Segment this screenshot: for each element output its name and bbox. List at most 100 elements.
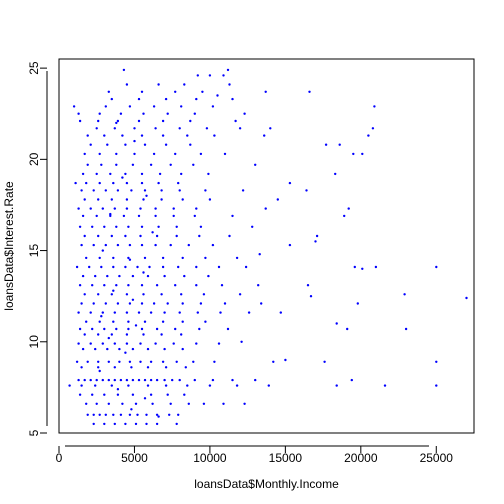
- data-point: [465, 296, 468, 300]
- data-point: [149, 378, 153, 382]
- data-point: [189, 143, 192, 146]
- x-axis-title: loansData$Monthly.Income: [194, 477, 339, 491]
- x-tick-label: 15000: [269, 451, 303, 465]
- data-point: [85, 181, 88, 185]
- data-point: [175, 422, 178, 426]
- data-point: [152, 302, 156, 305]
- data-point: [207, 274, 210, 278]
- data-point: [149, 360, 153, 363]
- data-point: [128, 243, 132, 247]
- data-point: [88, 265, 91, 269]
- data-point: [228, 83, 231, 86]
- data-point: [95, 378, 98, 382]
- data-point: [116, 388, 120, 391]
- y-axis-title: loansData$Interest.Rate: [2, 181, 16, 311]
- data-point: [91, 225, 94, 228]
- data-point: [222, 74, 225, 77]
- data-point: [115, 284, 118, 287]
- data-point: [208, 198, 212, 201]
- data-point: [198, 327, 201, 331]
- data-point: [112, 256, 115, 260]
- data-point: [149, 311, 153, 314]
- data-point: [109, 214, 112, 218]
- data-point: [106, 347, 109, 351]
- data-point: [80, 243, 83, 247]
- data-point: [95, 127, 98, 130]
- data-point: [106, 274, 109, 278]
- data-point: [361, 267, 364, 270]
- data-point: [103, 327, 106, 331]
- data-point: [154, 214, 157, 218]
- data-point: [107, 402, 111, 405]
- data-point: [95, 172, 98, 176]
- x-tick-label: 20000: [344, 451, 378, 465]
- data-point: [133, 127, 136, 130]
- data-point: [164, 366, 168, 369]
- data-point: [196, 311, 199, 314]
- data-point: [140, 134, 144, 137]
- data-point: [107, 378, 111, 382]
- data-point: [81, 347, 85, 351]
- data-point: [110, 333, 114, 336]
- data-point: [187, 402, 190, 405]
- data-point: [201, 90, 204, 94]
- data-point: [367, 134, 370, 137]
- data-point: [244, 265, 248, 269]
- data-point: [211, 378, 215, 382]
- data-point: [74, 181, 77, 185]
- data-point: [130, 408, 133, 411]
- data-point: [193, 214, 196, 218]
- data-point: [113, 127, 117, 130]
- data-point: [78, 225, 82, 228]
- data-point: [204, 256, 207, 260]
- data-point: [127, 225, 130, 228]
- data-point: [128, 105, 132, 108]
- data-point: [115, 121, 118, 125]
- data-point: [125, 342, 129, 345]
- data-point: [110, 384, 114, 387]
- data-point: [155, 327, 159, 331]
- data-point: [238, 293, 242, 296]
- data-point: [305, 189, 308, 192]
- data-point: [155, 413, 159, 416]
- data-point: [343, 214, 346, 218]
- data-point: [83, 152, 86, 156]
- data-point: [122, 68, 126, 72]
- data-point: [128, 413, 132, 416]
- data-point: [186, 384, 189, 387]
- data-point: [103, 134, 106, 137]
- data-point: [85, 320, 88, 323]
- data-point: [181, 302, 184, 305]
- data-point: [145, 413, 148, 416]
- data-point: [213, 134, 216, 137]
- data-point: [121, 176, 124, 179]
- data-point: [160, 189, 163, 192]
- data-point: [155, 284, 159, 287]
- data-point: [143, 320, 147, 323]
- data-point: [80, 384, 83, 387]
- data-point: [146, 366, 150, 369]
- data-point: [131, 378, 135, 382]
- data-point: [198, 234, 201, 238]
- data-point: [157, 181, 160, 185]
- data-point: [118, 347, 121, 351]
- data-point: [134, 402, 138, 405]
- data-point: [154, 243, 157, 247]
- data-point: [77, 378, 80, 382]
- data-point: [101, 342, 105, 345]
- data-point: [140, 302, 144, 305]
- data-point: [263, 134, 266, 137]
- data-point: [146, 384, 150, 387]
- data-point: [178, 378, 181, 382]
- data-point: [231, 214, 234, 218]
- data-point: [75, 360, 79, 363]
- data-point: [183, 274, 186, 278]
- data-point: [143, 397, 147, 400]
- data-point: [72, 105, 76, 108]
- data-point: [130, 366, 133, 369]
- data-point: [195, 342, 198, 345]
- data-point: [217, 265, 221, 269]
- data-point: [116, 189, 120, 192]
